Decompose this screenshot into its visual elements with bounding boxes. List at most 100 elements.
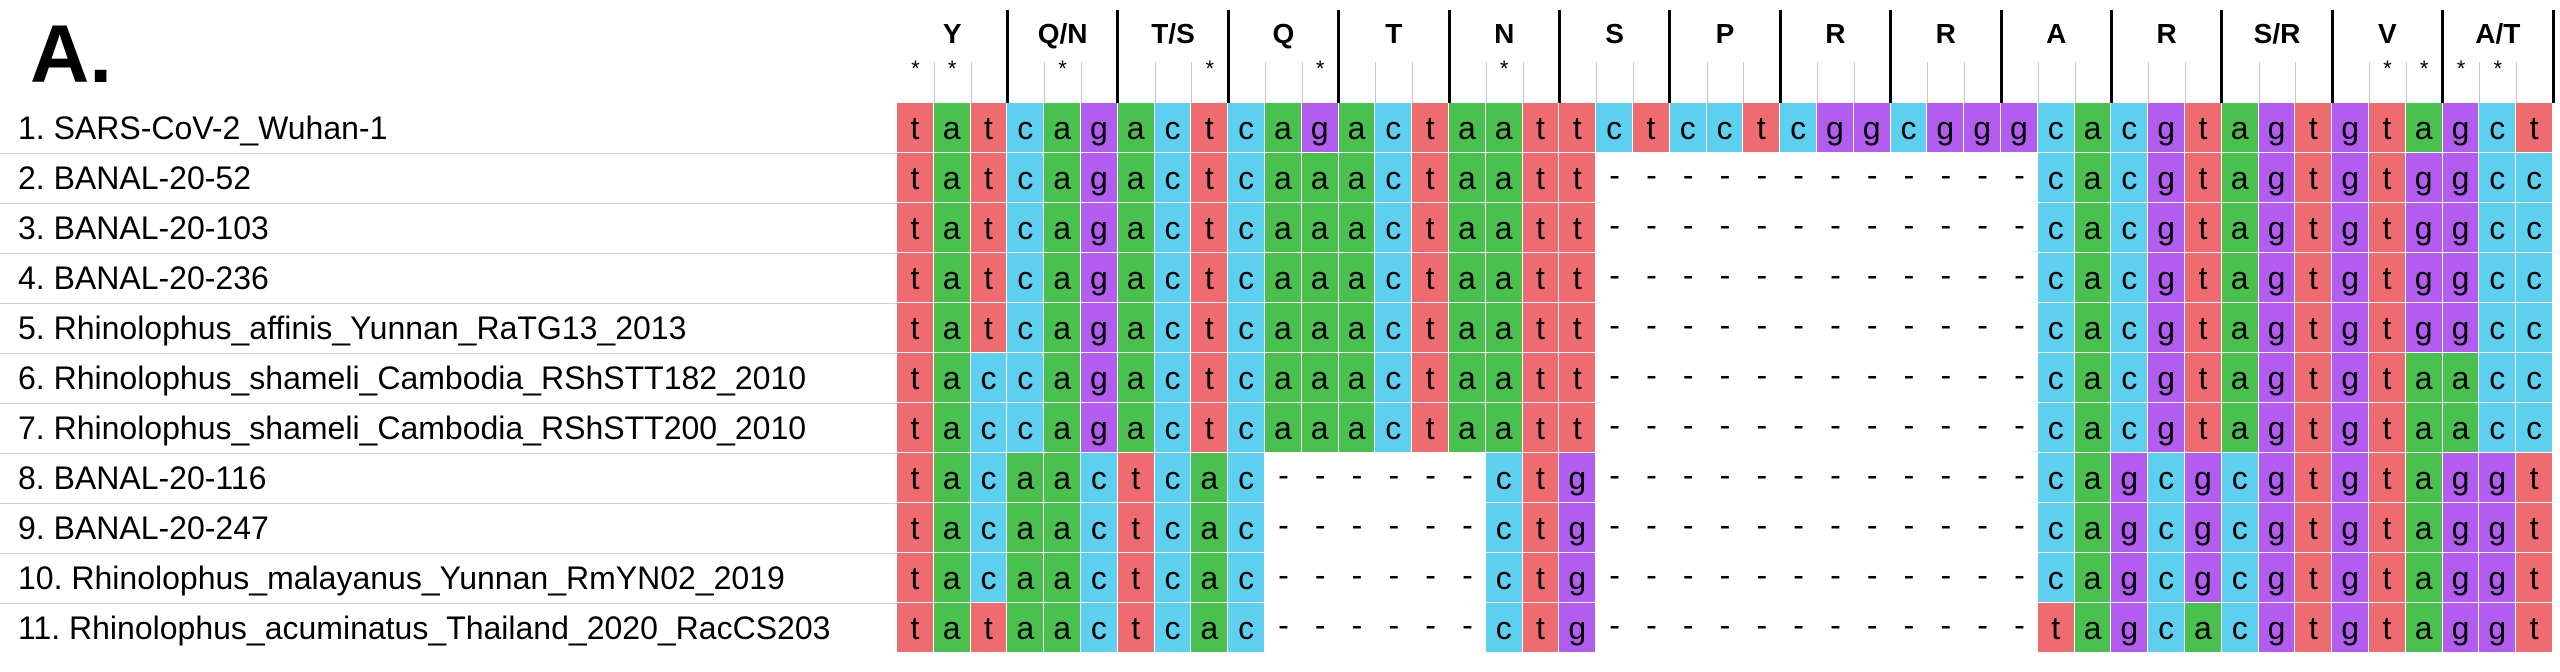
- gap: -: [1682, 357, 1694, 393]
- base-t: t: [897, 303, 934, 353]
- gap: -: [1830, 557, 1841, 593]
- gap: -: [1903, 357, 1915, 393]
- gap: -: [1903, 307, 1915, 343]
- base-g: g: [2479, 503, 2517, 553]
- base-c: c: [1154, 353, 1192, 403]
- gap: -: [1646, 607, 1657, 643]
- base-c: c: [1375, 253, 1413, 303]
- codon-label: T/S: [1151, 18, 1195, 49]
- gap: -: [1830, 607, 1841, 643]
- gap: -: [1793, 607, 1804, 643]
- base-c: c: [1228, 103, 1265, 153]
- base-c: c: [2037, 203, 2075, 253]
- gap: -: [1609, 407, 1620, 443]
- base-a: a: [2221, 153, 2259, 203]
- base-g: g: [2148, 353, 2185, 403]
- base-a: a: [2221, 303, 2259, 353]
- base-g: g: [2479, 453, 2517, 503]
- base-g: g: [2258, 103, 2296, 153]
- gap: -: [1719, 307, 1731, 343]
- base-g: g: [2148, 253, 2185, 303]
- base-t: t: [2295, 453, 2333, 503]
- base-a: a: [2074, 203, 2112, 253]
- codon-separator: [1557, 10, 1561, 103]
- base-t: t: [1191, 103, 1229, 153]
- gap: -: [1940, 507, 1952, 543]
- base-g: g: [2332, 603, 2369, 653]
- sequence-label: 11. Rhinolophus_acuminatus_Thailand_2020…: [18, 610, 831, 646]
- base-g: g: [2332, 303, 2369, 353]
- base-t: t: [2185, 403, 2222, 453]
- base-c: c: [2037, 303, 2075, 353]
- base-c: c: [2479, 303, 2517, 353]
- base-c: c: [1228, 153, 1265, 203]
- gap: -: [1940, 307, 1952, 343]
- gap: -: [1388, 507, 1400, 543]
- gap: -: [1351, 507, 1363, 543]
- base-t: t: [2369, 403, 2406, 453]
- base-g: g: [1817, 103, 1854, 153]
- base-c: c: [2479, 253, 2517, 303]
- sequence-label: 9. BANAL-20-247: [18, 510, 269, 546]
- gap: -: [1462, 507, 1473, 543]
- gap: -: [1793, 207, 1804, 243]
- base-c: c: [1007, 253, 1045, 303]
- base-t: t: [970, 103, 1008, 153]
- base-a: a: [933, 103, 971, 153]
- base-t: t: [1559, 203, 1597, 253]
- base-c: c: [1375, 203, 1413, 253]
- base-t: t: [897, 253, 934, 303]
- base-g: g: [2442, 103, 2480, 153]
- gap: -: [1756, 507, 1768, 543]
- base-c: c: [1228, 353, 1265, 403]
- gap: -: [1866, 407, 1878, 443]
- gap: -: [1866, 207, 1878, 243]
- base-t: t: [1412, 203, 1449, 253]
- gap: -: [1903, 557, 1915, 593]
- base-t: t: [897, 503, 934, 553]
- base-t: t: [1191, 353, 1229, 403]
- column-tick: [2369, 62, 2370, 103]
- gap: -: [1682, 407, 1694, 443]
- codon-separator: [2441, 10, 2445, 103]
- column-tick: [1044, 62, 1046, 103]
- base-t: t: [1191, 153, 1229, 203]
- gap: -: [1756, 357, 1768, 393]
- base-t: t: [2516, 453, 2553, 503]
- gap: -: [1756, 607, 1768, 643]
- base-t: t: [2295, 253, 2333, 303]
- gap: -: [1940, 407, 1952, 443]
- sequence-label: 3. BANAL-20-103: [18, 210, 269, 246]
- base-g: g: [1559, 453, 1597, 503]
- base-g: g: [2258, 403, 2296, 453]
- gap: -: [1646, 407, 1657, 443]
- base-c: c: [2037, 153, 2075, 203]
- base-a: a: [1338, 103, 1376, 153]
- base-a: a: [1301, 253, 1339, 303]
- base-a: a: [1191, 453, 1229, 503]
- gap: -: [1646, 507, 1657, 543]
- base-a: a: [1485, 153, 1523, 203]
- base-c: c: [1154, 553, 1192, 603]
- base-t: t: [2369, 553, 2406, 603]
- base-t: t: [2295, 603, 2333, 653]
- gap: -: [1977, 457, 1988, 493]
- codon-separator: [1447, 10, 1451, 103]
- base-t: t: [970, 603, 1008, 653]
- gap: -: [1388, 457, 1400, 493]
- gap: -: [2014, 507, 2025, 543]
- base-a: a: [933, 503, 971, 553]
- base-g: g: [2442, 253, 2480, 303]
- gap: -: [1940, 257, 1952, 293]
- gap: -: [1351, 557, 1363, 593]
- conserved-star: *: [2493, 56, 2503, 81]
- base-c: c: [1007, 353, 1045, 403]
- gap: -: [1866, 557, 1878, 593]
- gap: -: [1609, 257, 1620, 293]
- base-a: a: [1449, 403, 1486, 453]
- gap: -: [1866, 257, 1878, 293]
- row-separator: [0, 353, 897, 354]
- base-c: c: [1007, 103, 1045, 153]
- base-c: c: [1228, 503, 1265, 553]
- base-t: t: [897, 103, 934, 153]
